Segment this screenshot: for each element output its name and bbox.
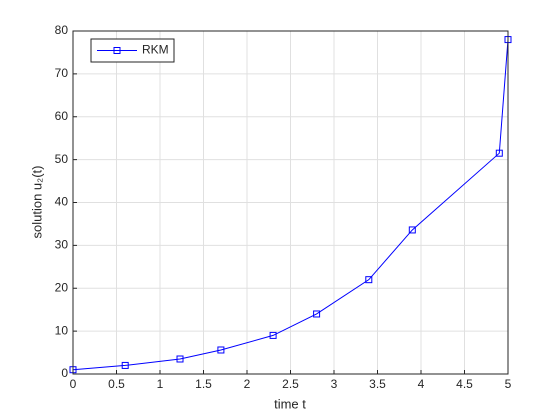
y-tick-label: 70 (55, 66, 69, 80)
marker (365, 276, 373, 284)
series-line (72, 39, 509, 371)
y-tick-label: 50 (55, 152, 69, 166)
x-tick-label: 2 (244, 377, 251, 391)
x-tick-label: 3.5 (369, 377, 386, 391)
marker (121, 361, 129, 369)
x-tick-label: 4 (418, 377, 425, 391)
x-tick-label: 5 (505, 377, 512, 391)
x-tick-label: 2.5 (282, 377, 299, 391)
y-tick-label: 40 (55, 195, 69, 209)
legend-marker (113, 47, 121, 54)
legend-label: RKM (142, 43, 169, 57)
x-axis-label: time t (274, 396, 306, 411)
x-tick-label: 0.5 (108, 377, 125, 391)
y-tick-label: 10 (55, 323, 69, 337)
x-tick-label: 1 (157, 377, 164, 391)
y-tick-label: 80 (55, 23, 69, 37)
x-tick-label: 0 (70, 377, 77, 391)
y-tick-label: 20 (55, 280, 69, 294)
x-tick-label: 3 (331, 377, 338, 391)
y-tick-label: 30 (55, 238, 69, 252)
marker (217, 346, 225, 354)
y-axis-label: solution u₂(t) (29, 166, 44, 239)
marker (313, 310, 321, 318)
marker (495, 149, 503, 157)
y-tick-label: 60 (55, 109, 69, 123)
x-tick-label: 4.5 (456, 377, 473, 391)
y-tick-label: 0 (61, 366, 68, 380)
x-tick-label: 1.5 (195, 377, 212, 391)
marker (176, 355, 184, 363)
marker (408, 226, 416, 234)
marker (269, 331, 277, 339)
